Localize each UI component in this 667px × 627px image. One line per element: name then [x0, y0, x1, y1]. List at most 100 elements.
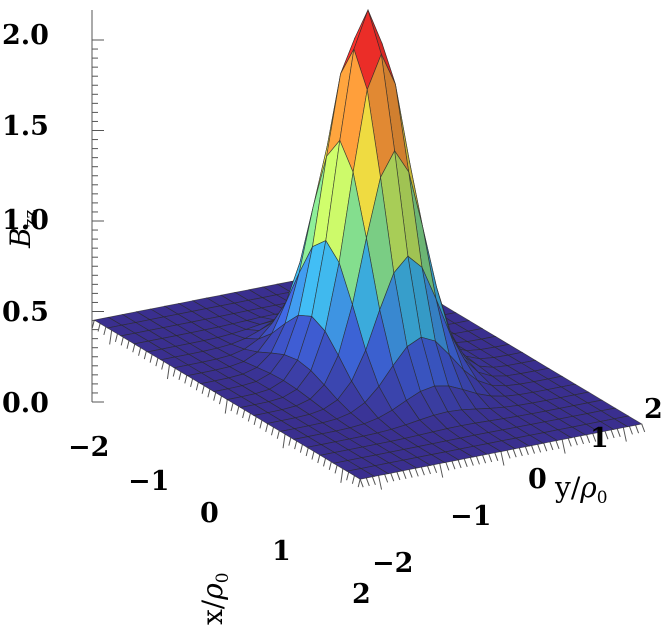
y-tick-mark: [561, 439, 566, 454]
y-tick-mark: [604, 431, 609, 440]
y-tick-mark: [433, 464, 438, 473]
y-tick-mark: [598, 432, 603, 441]
x-tick-mark: [351, 475, 355, 484]
x-tick-mark: [126, 340, 130, 349]
y-tick-mark: [543, 443, 548, 452]
x-tick-mark: [236, 406, 240, 415]
y-tick-mark: [537, 444, 542, 453]
y-tick-mark: [494, 452, 499, 461]
x-tick-mark: [166, 364, 170, 380]
x-tick-label: 1: [272, 536, 291, 567]
y-tick-mark: [427, 465, 431, 475]
surface-mesh: [93, 8, 643, 480]
y-tick-mark: [641, 423, 646, 433]
y-tick-mark: [524, 446, 529, 455]
z-axis-ticks: [92, 39, 104, 403]
y-tick-mark: [475, 456, 480, 465]
x-tick-mark: [109, 330, 113, 345]
x-tick-mark: [259, 420, 263, 429]
y-tick-mark: [555, 440, 560, 449]
x-tick-mark: [311, 451, 315, 460]
x-tick-mark: [195, 382, 199, 391]
y-tick-mark: [402, 470, 407, 479]
x-tick-mark: [305, 447, 309, 457]
x-tick-mark: [120, 337, 124, 346]
z-tick-label: 0.5: [2, 297, 49, 328]
y-axis-ticks: [359, 423, 646, 490]
x-tick-mark: [270, 427, 274, 436]
y-tick-mark: [635, 425, 640, 434]
x-tick-mark: [276, 430, 280, 439]
x-tick-mark: [334, 465, 338, 474]
y-tick-label: 1: [590, 423, 609, 454]
y-tick-mark: [586, 434, 591, 443]
y-tick-label: −2: [372, 548, 413, 579]
y-tick-mark: [512, 449, 517, 458]
y-tick-mark: [482, 455, 487, 464]
x-tick-mark: [213, 392, 217, 401]
y-axis-label: y/ρ0: [554, 471, 608, 508]
y-tick-mark: [469, 457, 474, 466]
y-tick-mark: [408, 469, 413, 478]
x-tick-label: −1: [128, 466, 169, 497]
x-tick-mark: [155, 357, 159, 367]
y-tick-label: −1: [450, 501, 491, 532]
x-tick-mark: [207, 389, 211, 398]
x-axis-ticks: [91, 319, 361, 488]
z-tick-label: 1.5: [2, 111, 49, 142]
z-tick-label: 2.0: [2, 20, 49, 51]
x-tick-mark: [103, 326, 107, 336]
x-tick-mark: [242, 409, 246, 419]
x-tick-mark: [190, 378, 194, 387]
y-tick-mark: [531, 445, 536, 454]
y-tick-mark: [616, 428, 621, 437]
x-tick-mark: [247, 413, 251, 422]
y-tick-mark: [445, 462, 450, 471]
y-tick-mark: [359, 479, 364, 488]
x-tick-mark: [294, 440, 298, 450]
y-tick-mark: [439, 463, 444, 478]
x-tick-mark: [299, 444, 303, 453]
x-tick-mark: [201, 385, 205, 394]
x-tick-mark: [230, 402, 234, 412]
x-tick-mark: [91, 319, 95, 329]
y-tick-mark: [628, 426, 633, 435]
x-tick-mark: [288, 437, 292, 446]
x-tick-mark: [218, 396, 222, 405]
y-tick-mark: [500, 451, 505, 466]
z-tick-label: 1.0: [2, 205, 49, 236]
y-tick-mark: [390, 473, 395, 482]
x-tick-mark: [132, 344, 136, 353]
x-tick-mark: [282, 434, 286, 449]
x-tick-mark: [340, 468, 344, 483]
y-tick-mark: [457, 459, 462, 469]
y-tick-label: 0: [528, 464, 547, 495]
x-tick-mark: [253, 416, 257, 426]
x-tick-mark: [317, 454, 321, 464]
y-tick-mark: [414, 468, 419, 477]
z-axis-label: Bzz: [4, 209, 41, 249]
x-tick-mark: [114, 333, 118, 342]
x-tick-mark: [346, 472, 350, 481]
y-tick-mark: [567, 438, 572, 447]
y-tick-mark: [463, 458, 468, 467]
y-tick-label: 2: [644, 394, 663, 425]
y-tick-mark: [580, 435, 584, 445]
x-tick-mark: [161, 361, 165, 370]
y-tick-mark: [610, 429, 615, 439]
y-tick-mark: [451, 461, 456, 470]
x-tick-mark: [323, 458, 326, 467]
y-tick-mark: [518, 447, 523, 457]
y-tick-mark: [506, 450, 511, 459]
y-tick-mark: [592, 433, 597, 442]
x-tick-mark: [184, 375, 188, 384]
x-tick-mark: [172, 368, 176, 377]
y-tick-mark: [365, 477, 370, 487]
x-tick-label: 2: [352, 579, 371, 610]
y-tick-mark: [488, 453, 493, 463]
x-axis-label: x/ρ0: [196, 572, 233, 625]
x-tick-mark: [178, 371, 182, 381]
surface-cell: [345, 468, 376, 480]
y-tick-mark: [371, 476, 376, 485]
